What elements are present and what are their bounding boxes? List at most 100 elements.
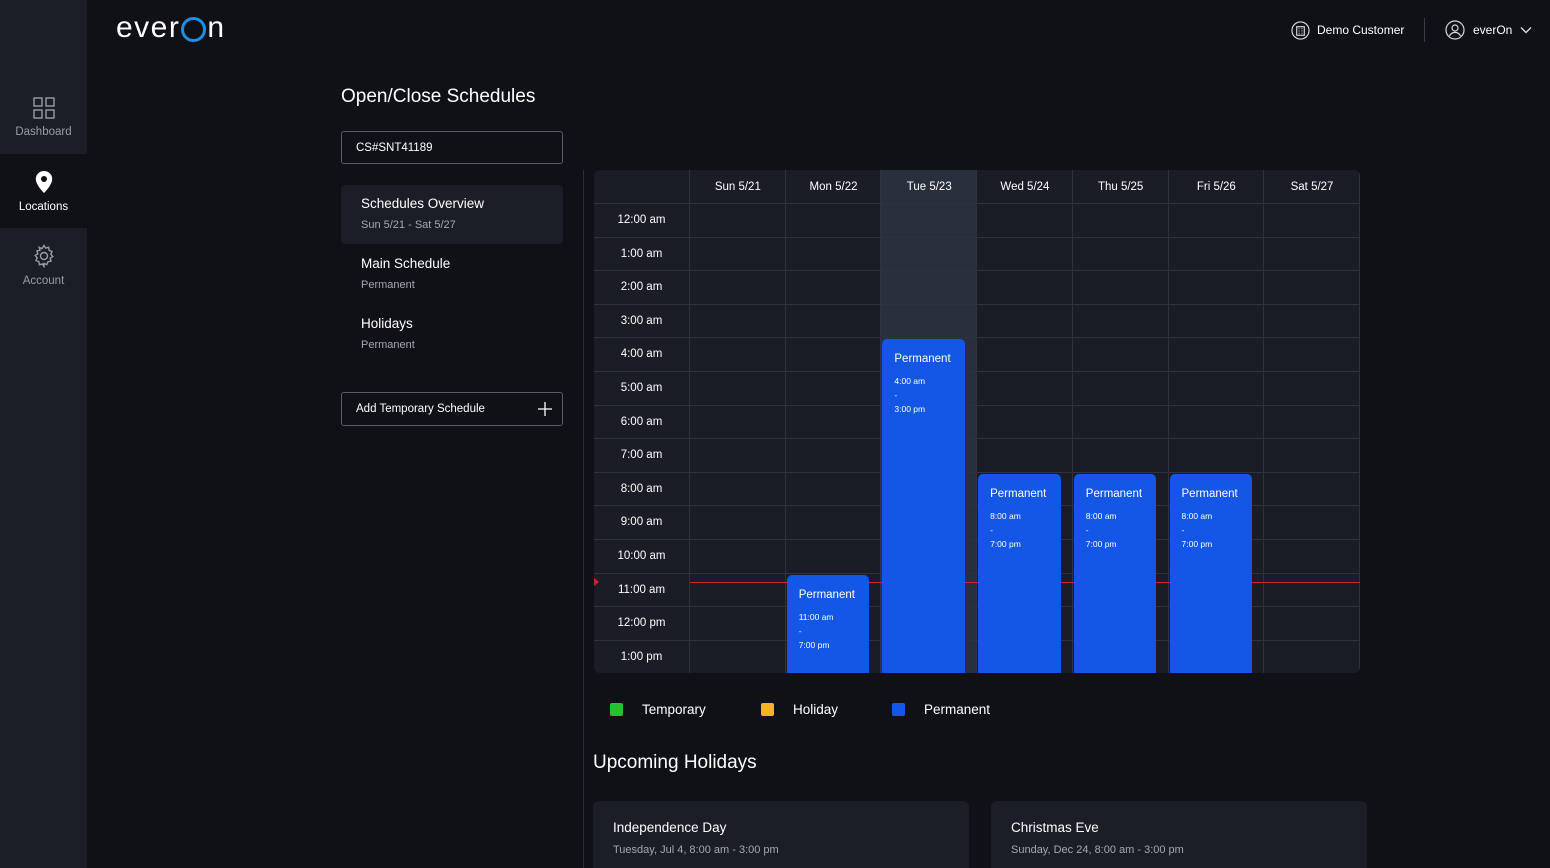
event-title: Permanent <box>894 353 951 366</box>
schedule-title: Schedules Overview <box>361 196 485 211</box>
logo-text-left: ever <box>116 11 181 44</box>
grid-vline <box>1359 170 1360 673</box>
customer-selector[interactable]: Demo Customer <box>1291 20 1404 40</box>
event-time: 8:00 am - 7:00 pm <box>990 509 1049 551</box>
event-title: Permanent <box>798 588 855 601</box>
grid-vline <box>1072 170 1073 673</box>
grid-vline <box>1263 170 1264 673</box>
holiday-card[interactable]: Independence Day Tuesday, Jul 4, 8:00 am… <box>593 801 969 868</box>
logo-ring-icon <box>181 16 207 42</box>
add-button-label: Add Temporary Schedule <box>356 403 485 415</box>
hour-label: 12:00 am <box>617 213 666 226</box>
event-start: 4:00 am <box>894 376 926 387</box>
grid-vline <box>976 170 977 673</box>
grid-hline <box>594 539 1360 540</box>
customer-name: Demo Customer <box>1317 23 1405 37</box>
hour-label: 3:00 am <box>620 314 663 327</box>
holiday-card[interactable]: Christmas Eve Sunday, Dec 24, 8:00 am - … <box>991 801 1367 868</box>
logo-text-right: n <box>207 11 226 44</box>
nav-account[interactable]: Account <box>0 228 87 302</box>
event-title: Permanent <box>1181 487 1238 500</box>
hour-label: 4:00 am <box>620 347 663 360</box>
schedule-event-block[interactable]: Permanent 4:00 am - 3:00 pm <box>882 339 966 673</box>
chevron-down-icon <box>1520 27 1532 34</box>
grid-vline <box>880 170 881 673</box>
event-start: 11:00 am <box>798 611 834 622</box>
schedule-event-block[interactable]: Permanent 8:00 am - 7:00 pm <box>1073 473 1157 673</box>
legend-swatch <box>892 702 905 716</box>
grid-hline <box>594 371 1360 372</box>
hour-label: 12:00 pm <box>617 616 666 629</box>
grid-vline <box>689 170 690 673</box>
holiday-date: Tuesday, Jul 4, 8:00 am - 3:00 pm <box>613 844 779 856</box>
user-menu[interactable]: everOn <box>1445 20 1532 40</box>
day-column-header: Wed 5/24 <box>1000 180 1050 193</box>
day-column-header: Mon 5/22 <box>809 180 858 193</box>
user-name: everOn <box>1473 23 1513 37</box>
event-end: 7:00 pm <box>1181 538 1213 549</box>
legend-swatch <box>761 702 774 716</box>
hour-label: 7:00 am <box>620 448 663 461</box>
day-column-header: Thu 5/25 <box>1097 180 1144 193</box>
day-column-header: Tue 5/23 <box>906 180 952 193</box>
hour-label: 9:00 am <box>620 515 663 528</box>
legend-label: Permanent <box>924 701 991 717</box>
event-start: 8:00 am <box>990 510 1021 521</box>
legend-holiday: Holiday <box>761 700 838 718</box>
grid-hline <box>594 438 1360 439</box>
event-start: 8:00 am <box>1181 510 1213 521</box>
nav-account-label: Account <box>22 274 65 287</box>
legend-temporary: Temporary <box>610 700 706 718</box>
nav-dashboard-label: Dashboard <box>15 125 72 138</box>
grid-hline <box>594 270 1360 271</box>
event-separator: - <box>1181 524 1185 535</box>
holiday-name: Christmas Eve <box>1011 820 1099 835</box>
schedule-subtitle: Permanent <box>361 279 415 291</box>
event-time: 11:00 am - 7:00 pm <box>799 610 858 652</box>
hour-label: 2:00 am <box>620 280 663 293</box>
event-separator: - <box>1085 524 1089 535</box>
grid-vline <box>1168 170 1169 673</box>
event-separator: - <box>894 390 898 401</box>
grid-hline <box>594 606 1360 607</box>
everon-logo[interactable]: ever n <box>116 10 226 46</box>
schedule-title: Main Schedule <box>361 256 451 271</box>
day-column-header: Sun 5/21 <box>714 180 761 193</box>
nav-dashboard[interactable]: Dashboard <box>0 80 87 154</box>
hour-label: 6:00 am <box>620 415 663 428</box>
user-avatar-icon <box>1445 20 1465 40</box>
schedule-event-block[interactable]: Permanent 8:00 am - 7:00 pm <box>978 473 1061 673</box>
week-calendar: Sun 5/21 Mon 5/22 Tue 5/23 Wed 5/24 Thu 5/25… <box>594 170 1360 673</box>
grid-hline <box>594 573 1360 574</box>
schedule-item-main[interactable]: Main Schedule Permanent <box>341 245 563 304</box>
page-title: Open/Close Schedules <box>341 86 536 107</box>
add-temporary-schedule-button[interactable]: Add Temporary Schedule <box>341 392 563 426</box>
legend-swatch <box>610 702 623 716</box>
grid-vline <box>785 170 786 673</box>
schedule-subtitle: Sun 5/21 - Sat 5/27 <box>361 219 456 231</box>
grid-hline <box>594 472 1360 473</box>
event-separator: - <box>990 524 993 535</box>
grid-icon <box>32 96 55 119</box>
building-icon <box>1291 20 1310 40</box>
event-title: Permanent <box>990 487 1047 500</box>
grid-hline <box>594 203 1360 204</box>
schedule-item-overview[interactable]: Schedules Overview Sun 5/21 - Sat 5/27 <box>341 185 563 244</box>
schedule-item-holidays[interactable]: Holidays Permanent <box>341 305 563 364</box>
hour-label: 10:00 am <box>617 549 666 562</box>
event-start: 8:00 am <box>1085 510 1117 521</box>
sidebar: Dashboard Locations Account <box>0 0 87 868</box>
upcoming-holidays-title: Upcoming Holidays <box>593 752 757 773</box>
panel-divider <box>583 170 584 868</box>
nav-locations[interactable]: Locations <box>0 154 87 228</box>
grid-hline <box>594 505 1360 506</box>
current-time-marker-icon <box>594 578 599 586</box>
plus-icon <box>538 402 552 416</box>
schedule-event-block[interactable]: Permanent 11:00 am - 7:00 pm <box>786 574 870 673</box>
location-input[interactable] <box>341 131 563 164</box>
schedule-event-block[interactable]: Permanent 8:00 am - 7:00 pm <box>1169 473 1253 673</box>
nav-locations-label: Locations <box>18 200 69 213</box>
hour-label: 8:00 am <box>620 482 663 495</box>
event-separator: - <box>798 625 802 636</box>
event-end: 7:00 pm <box>1085 538 1117 549</box>
